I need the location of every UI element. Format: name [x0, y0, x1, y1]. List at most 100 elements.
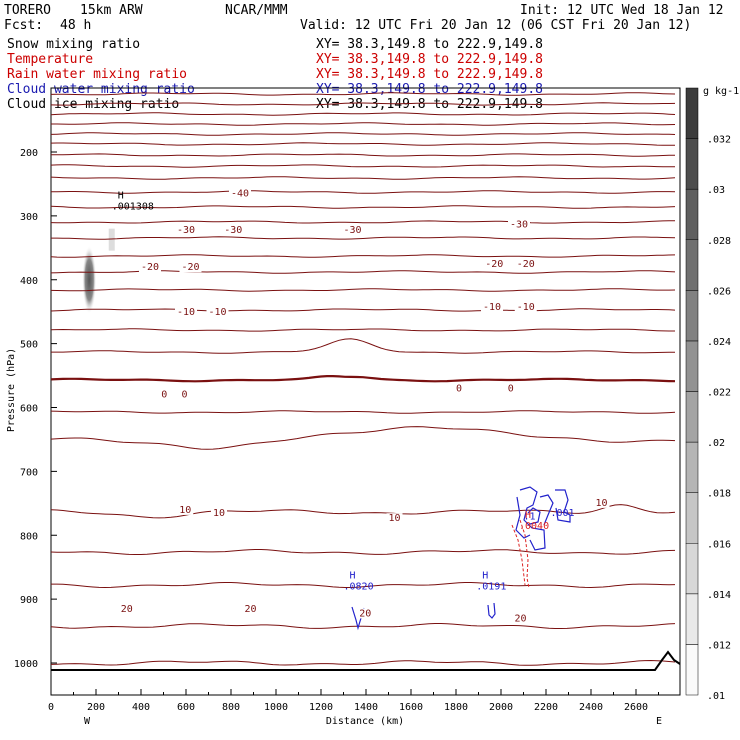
rain-water-contours: [511, 519, 530, 589]
axes: 0 200 400 600 800 1000 1200 1400 1600 1800 2000 220…: [6, 148, 662, 727]
colorbar: .01 .012 .014 .016 .018 .02 .022 .024 .026 .028 .0…: [685, 86, 739, 702]
isotherm-label: 10: [179, 505, 191, 516]
forecast-label: Fcst:: [4, 18, 43, 33]
y-tick-label: 200: [20, 148, 38, 159]
isotherm-line: [50, 176, 676, 180]
isotherm-line: [50, 112, 676, 116]
isotherm-label-bg: [483, 258, 506, 269]
isotherm-label-bg: [206, 306, 229, 317]
isotherm-line: [50, 102, 676, 106]
colorbar-label: .016: [707, 539, 731, 550]
isotherm-label-bg: [177, 504, 194, 515]
y-tick-label: 500: [20, 340, 38, 351]
isotherm-label: 0: [508, 384, 514, 395]
x-tick-label: 1800: [444, 702, 468, 713]
isotherm-label: -30: [510, 219, 528, 230]
colorbar-segment: [685, 492, 699, 544]
x-tick-label: 1600: [399, 702, 423, 713]
legend-item-name: Temperature: [7, 52, 93, 67]
isotherm-label: 0: [182, 389, 188, 400]
colorbar-label: .026: [707, 286, 731, 297]
isotherm-line: [50, 132, 676, 136]
isotherm-label: -20: [141, 262, 159, 273]
maximum-value: .1: [524, 511, 536, 522]
isotherm-line: [50, 190, 676, 194]
y-tick-label: 600: [20, 404, 38, 415]
org-label: NCAR/MMM: [225, 3, 288, 18]
isotherm-line: [50, 659, 676, 666]
isotherm-label: -10: [517, 302, 535, 313]
cloud-water-contour: [555, 489, 571, 523]
isotherm-line: [50, 254, 676, 258]
y-tick-label: 900: [20, 595, 38, 606]
isotherm-line: [50, 220, 675, 224]
legend: Snow mixing ratio XY= 38.3,149.8 to 222.9…: [7, 37, 543, 112]
isotherm-label: -20: [517, 259, 535, 270]
model-name: TORERO: [4, 3, 51, 18]
cloud-water-contour: [515, 496, 531, 539]
colorbar-segment: [685, 391, 699, 443]
rain-water-contour: [511, 524, 526, 586]
legend-item-name: Cloud ice mixing ratio: [7, 97, 179, 112]
isotherm-label: -30: [344, 225, 362, 236]
shading-layer: [82, 228, 115, 314]
maximum-marker: H: [350, 571, 356, 582]
maximum-marker: H: [525, 510, 531, 521]
colorbar-label: .02: [707, 438, 725, 449]
isotherm-label-bg: [175, 225, 197, 236]
cloud-water-contours: [351, 486, 571, 631]
isotherm-label: 20: [359, 608, 371, 619]
maximum-value: .0820: [344, 582, 374, 593]
valid-time: Valid: 12 UTC Fri 20 Jan 12 (06 CST Fri …: [300, 18, 691, 33]
legend-item-xy: XY= 38.3,149.8 to 222.9,149.8: [316, 37, 543, 52]
cloud-water-contour: [487, 602, 496, 619]
x-tick-label: 200: [87, 702, 105, 713]
header: TORERO 15km ARW NCAR/MMM Init: 12 UTC We…: [4, 3, 724, 33]
colorbar-units: g kg-1: [703, 86, 739, 97]
isotherm-line: [51, 153, 676, 157]
isotherm-label-bg: [179, 389, 190, 400]
isotherm-line: [51, 122, 676, 126]
isotherm-line: [50, 426, 676, 450]
isotherm-label: -30: [177, 225, 195, 236]
colorbar-segment: [685, 138, 699, 190]
colorbar-segment: [685, 188, 699, 241]
colorbar-segment: [685, 239, 699, 291]
west-label: W: [84, 716, 91, 727]
isotherm-label-bg: [514, 301, 537, 312]
x-tick-label: 2200: [534, 702, 558, 713]
isotherm-labels: -40 -30 -30 -30 -30 -20 -20 -20 -20 -10 -10 -10 -10 0…: [118, 188, 610, 624]
isotherm-label: -10: [483, 302, 501, 313]
x-tick-label: 2400: [579, 702, 603, 713]
y-tick-label: 300: [20, 212, 38, 223]
isotherm-label: 0: [161, 389, 167, 400]
isotherm-label: -20: [182, 262, 200, 273]
colorbar-label: .012: [707, 640, 731, 651]
maximum-value: .001: [551, 508, 575, 519]
colorbar-label: .032: [707, 135, 731, 146]
isotherm-line: [51, 236, 676, 240]
colorbar-label: .028: [707, 236, 731, 247]
isotherm-label: 10: [389, 513, 401, 524]
isotherm-label: 20: [515, 613, 527, 624]
colorbar-segment: [685, 543, 699, 595]
terrain-line: [51, 650, 681, 671]
cloud-water-contour: [539, 494, 554, 526]
y-axis-label: Pressure (hPa): [6, 348, 17, 432]
isotherm-label: -20: [485, 259, 503, 270]
legend-item-name: Rain water mixing ratio: [7, 67, 187, 82]
isotherm-label-bg: [159, 389, 170, 400]
isotherm-label-bg: [242, 603, 259, 614]
forecast-hours: 48 h: [60, 18, 91, 33]
isotherm-label: 10: [213, 508, 225, 519]
isotherm-label: -10: [209, 307, 227, 318]
rain-water-contour: [519, 519, 530, 589]
cloud-water-contour: [519, 486, 546, 551]
x-tick-label: 800: [222, 702, 240, 713]
isotherm-line: [50, 623, 676, 629]
colorbar-label: .03: [707, 185, 725, 196]
colorbar-segment: [685, 87, 699, 139]
colorbar-label: .01: [707, 691, 725, 702]
maximum-value: .0040: [519, 521, 549, 532]
